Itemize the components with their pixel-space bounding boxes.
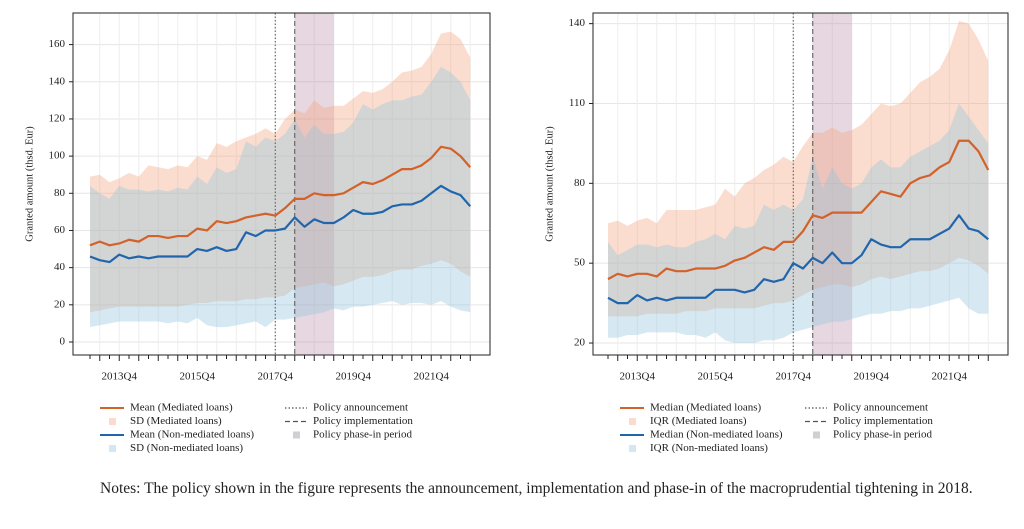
x-tick-label: 2013Q4	[620, 371, 656, 383]
legend-label: Policy phase-in period	[313, 429, 412, 441]
band	[608, 20, 989, 317]
series-line	[607, 139, 990, 281]
y-tick-label: 140	[49, 75, 66, 87]
legend-label: Policy phase-in period	[833, 429, 932, 441]
plot-frame	[592, 12, 1009, 356]
y-tick-label: 20	[574, 337, 586, 349]
legend-swatch	[629, 445, 636, 452]
y-tick-label: 20	[54, 298, 66, 310]
x-tick-label: 2015Q4	[180, 371, 216, 383]
legend-label: Mean (Mediated loans)	[130, 402, 233, 414]
y-axis-label: Granted amount (thsd. Eur)	[544, 126, 555, 242]
y-tick-label: 100	[49, 150, 66, 162]
y-tick-label: 0	[60, 336, 66, 348]
legend-label: Policy announcement	[833, 402, 928, 414]
figure: 0 20 40 60 80 100 120 140 160 2013Q4 2015Q4 2017Q4 2…	[24, 12, 1009, 454]
y-tick-label: 140	[569, 17, 586, 29]
legend-swatch	[109, 445, 116, 452]
y-axis-label: Granted amount (thsd. Eur)	[24, 126, 35, 242]
y-tick-label: 50	[574, 257, 586, 269]
band	[608, 103, 989, 344]
y-tick-label: 80	[574, 177, 586, 189]
y-tick-label: 110	[569, 97, 586, 109]
y-tick-label: 160	[49, 38, 66, 50]
legend-label: Median (Non-mediated loans)	[650, 429, 783, 441]
legend-label: Policy announcement	[313, 402, 408, 414]
plot-frame	[72, 12, 491, 356]
y-tick-label: 40	[54, 261, 66, 273]
y-tick-label: 120	[49, 112, 66, 124]
legend-label: Median (Mediated loans)	[650, 402, 762, 414]
notes: Notes: The policy shown in the figure re…	[100, 480, 973, 497]
legend-swatch	[629, 418, 636, 425]
x-tick-label: 2021Q4	[932, 371, 968, 383]
legend-label: SD (Non-mediated loans)	[130, 442, 243, 454]
x-tick-label: 2017Q4	[776, 371, 812, 383]
legend-label: IQR (Non-mediated loans)	[650, 442, 768, 454]
series-line	[89, 145, 472, 247]
x-tick-label: 2021Q4	[414, 371, 450, 383]
x-tick-label: 2019Q4	[336, 371, 372, 383]
legend-label: IQR (Mediated loans)	[650, 415, 747, 427]
legend-swatch	[293, 431, 300, 439]
legend-label: Mean (Non-mediated loans)	[130, 429, 254, 441]
legend-label: Policy implementation	[833, 415, 933, 427]
x-tick-label: 2017Q4	[258, 371, 294, 383]
band	[90, 66, 471, 328]
y-tick-label: 80	[54, 187, 66, 199]
phase-in-period	[812, 13, 852, 355]
legend-label: SD (Mediated loans)	[130, 415, 222, 427]
phase-in-period	[294, 13, 334, 355]
x-tick-label: 2019Q4	[854, 371, 890, 383]
legend-swatch	[813, 431, 820, 439]
series-line	[607, 214, 989, 305]
y-tick-label: 60	[54, 224, 66, 236]
series-line	[89, 184, 472, 264]
x-tick-label: 2015Q4	[698, 371, 734, 383]
legend-label: Policy implementation	[313, 415, 413, 427]
x-tick-label: 2013Q4	[102, 371, 138, 383]
legend-swatch	[109, 418, 116, 425]
band	[90, 31, 471, 313]
